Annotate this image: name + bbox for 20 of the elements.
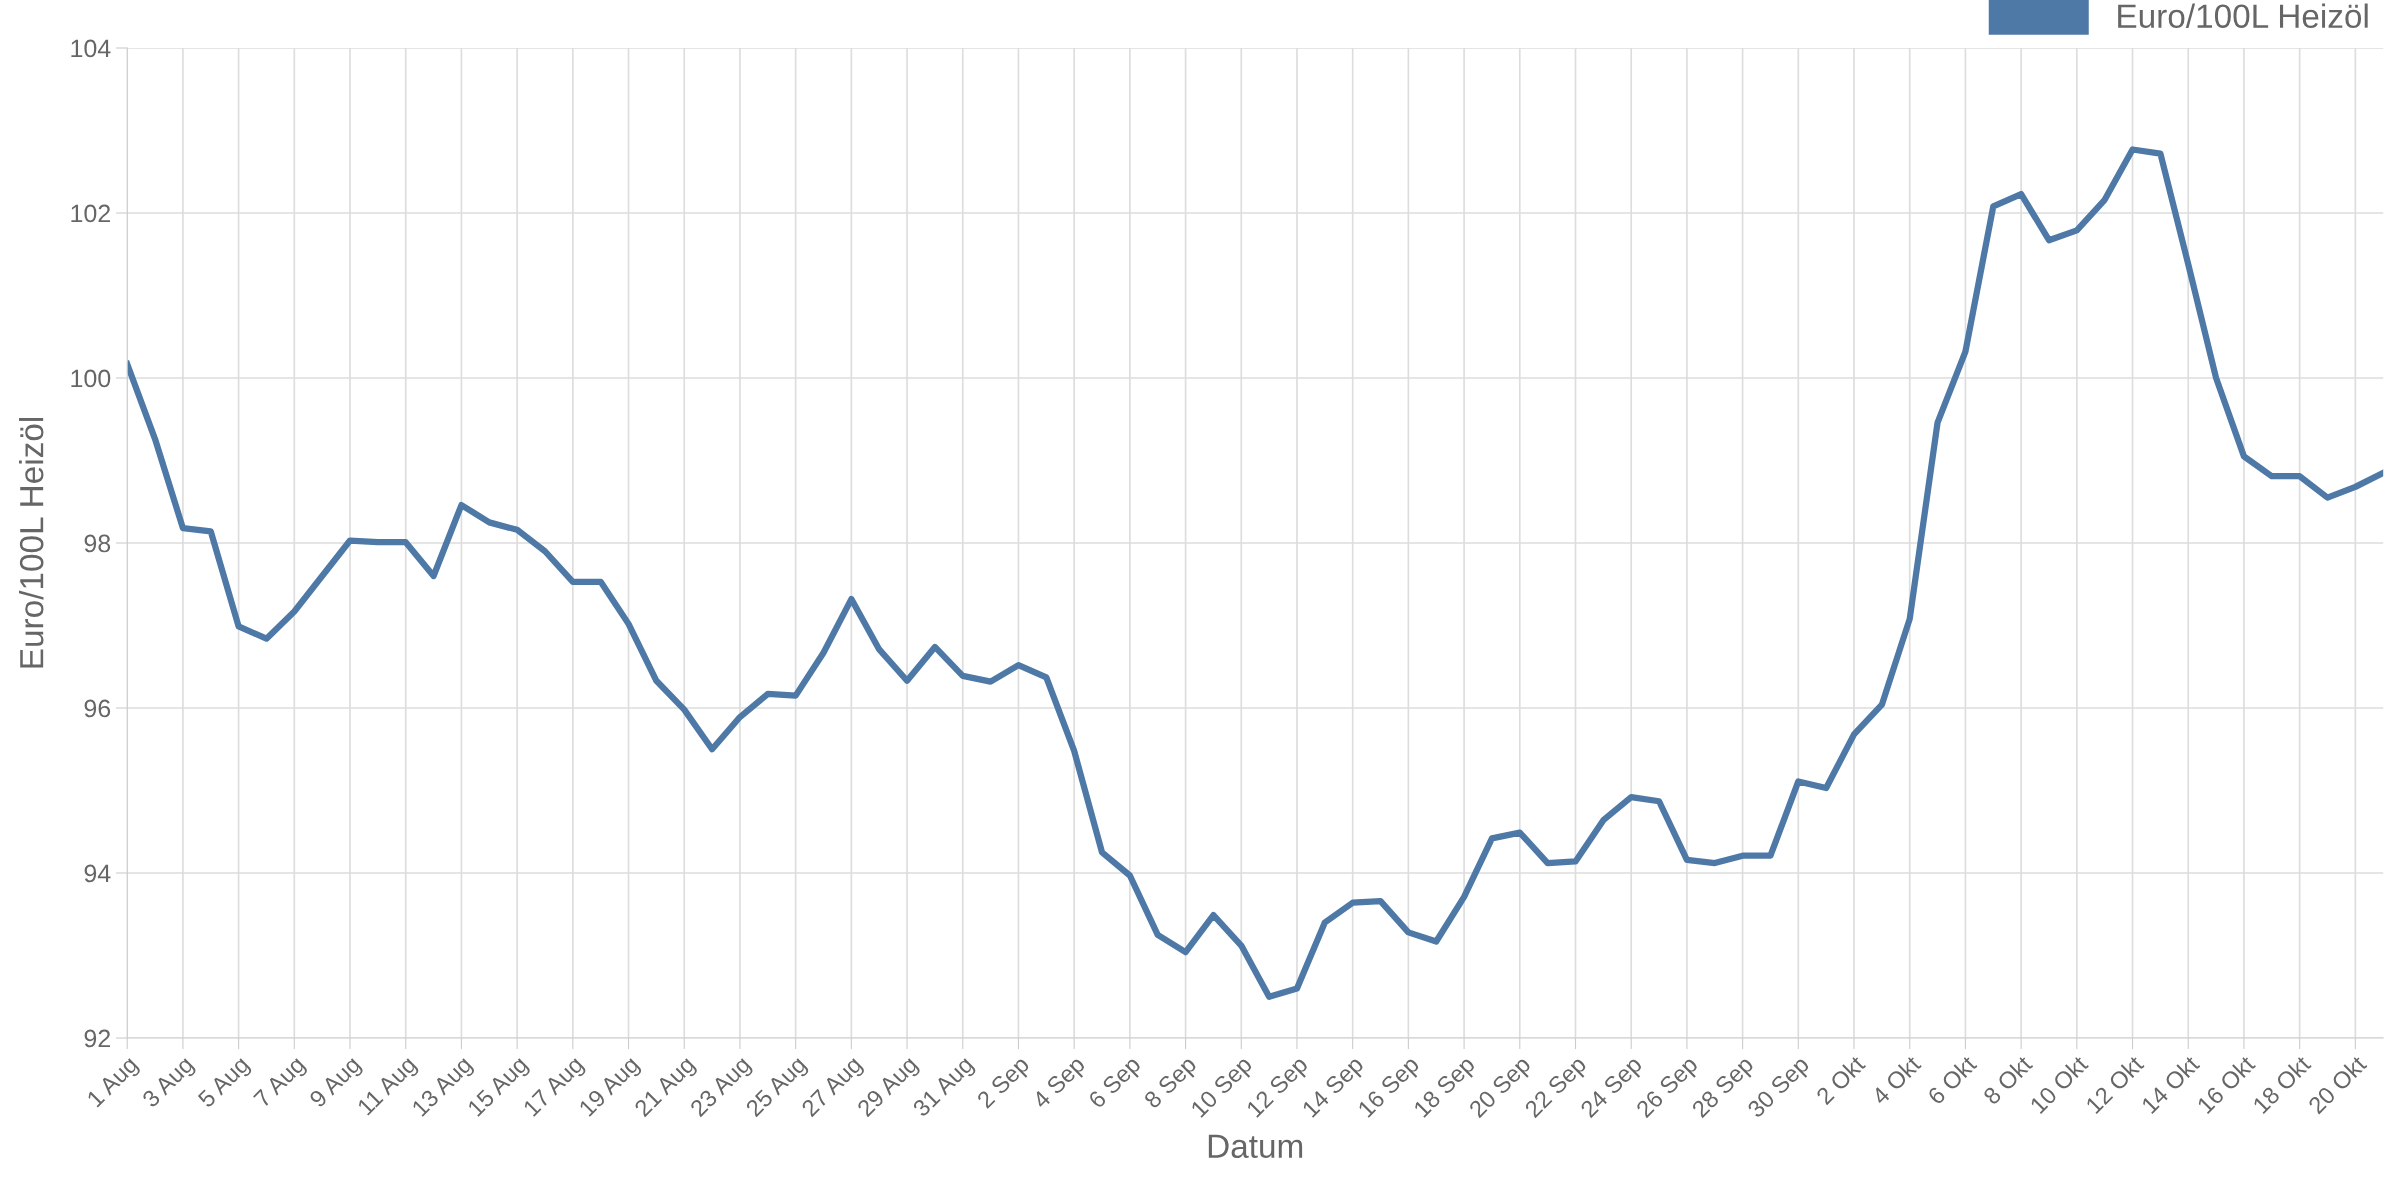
y-tick-label: 92 — [84, 1029, 110, 1048]
x-axis-title: Datum — [1208, 1134, 1303, 1159]
x-tick-label: 3 Aug — [141, 1055, 198, 1112]
x-tick-label: 7 Aug — [253, 1055, 309, 1112]
y-tick-label: 96 — [84, 699, 111, 718]
y-tick-label: 102 — [71, 204, 110, 223]
legend-label: Euro/100L Heizöl — [2118, 3, 2368, 28]
y-tick-label: 100 — [71, 369, 111, 388]
x-tick-label: 5 Aug — [197, 1055, 254, 1112]
y-axis-title: Euro/100L Heizöl — [19, 417, 44, 668]
x-tick-label: 2 Sep — [976, 1055, 1034, 1113]
y-tick-label: 104 — [71, 39, 111, 58]
y-tick-label: 94 — [84, 864, 111, 883]
x-tick-label: 1 Aug — [86, 1055, 142, 1111]
x-tick-label: 2 Okt — [1814, 1054, 1867, 1106]
x-tick-label: 4 Okt — [1870, 1054, 1922, 1106]
y-tick-label: 98 — [84, 534, 111, 553]
x-tick-label: 6 Okt — [1926, 1054, 1978, 1106]
x-tick-label: 6 Sep — [1087, 1055, 1145, 1113]
x-tick-label: 4 Sep — [1031, 1055, 1090, 1113]
